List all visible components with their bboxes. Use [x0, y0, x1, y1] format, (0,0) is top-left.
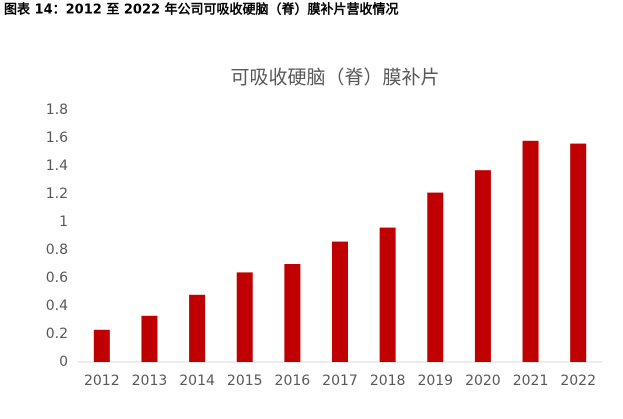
- bar: [141, 315, 158, 362]
- x-tick-label: 2012: [84, 373, 120, 389]
- bar: [332, 241, 348, 362]
- x-tick-label: 2014: [179, 373, 215, 389]
- bar: [236, 272, 253, 362]
- bar: [474, 170, 491, 362]
- bar: [189, 294, 206, 362]
- bar: [284, 264, 301, 362]
- x-tick-label: 2013: [132, 373, 168, 389]
- y-tick-label: 0: [59, 354, 68, 370]
- x-tick-label: 2015: [227, 373, 263, 389]
- x-tick-label: 2018: [370, 373, 406, 389]
- y-tick-label: 0.2: [46, 326, 68, 342]
- x-tick-label: 2016: [275, 373, 311, 389]
- chart-title: 可吸收硬脑（脊）膜补片: [230, 67, 439, 89]
- bar: [379, 227, 396, 362]
- y-tick-label: 1.6: [46, 130, 68, 146]
- y-tick-label: 0.8: [46, 242, 68, 258]
- bar: [93, 329, 110, 362]
- y-tick-label: 1.2: [46, 186, 68, 202]
- y-tick-label: 1.4: [46, 158, 68, 174]
- bar: [570, 143, 587, 362]
- y-tick-label: 0.6: [46, 270, 68, 286]
- x-tick-label: 2020: [465, 373, 501, 389]
- y-tick-label: 0.4: [46, 298, 68, 314]
- x-tick-label: 2021: [513, 373, 549, 389]
- bar: [522, 140, 539, 362]
- y-tick-label: 1.8: [46, 102, 68, 118]
- bar: [427, 192, 444, 362]
- x-tick-label: 2022: [560, 373, 596, 389]
- x-tick-label: 2019: [417, 373, 453, 389]
- y-tick-label: 1: [59, 214, 68, 230]
- x-tick-label: 2017: [322, 373, 358, 389]
- figure-caption: 图表 14：2012 至 2022 年公司可吸收硬脑（脊）膜补片营收情况: [4, 2, 399, 18]
